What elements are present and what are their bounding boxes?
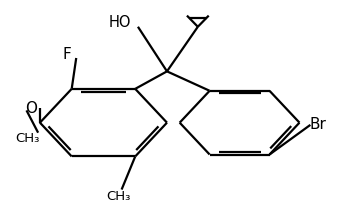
- Text: F: F: [63, 47, 72, 62]
- Text: CH₃: CH₃: [106, 190, 130, 203]
- Text: Br: Br: [309, 117, 326, 132]
- Text: CH₃: CH₃: [15, 132, 40, 145]
- Text: HO: HO: [109, 15, 131, 30]
- Text: O: O: [25, 101, 37, 116]
